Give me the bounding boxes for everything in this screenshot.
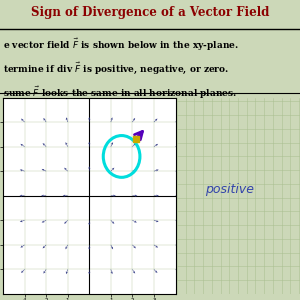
- Text: sume $\vec{F}$ looks the same in all horizonal planes.: sume $\vec{F}$ looks the same in all hor…: [3, 85, 237, 101]
- Text: termine if div $\vec{F}$ is positive, negative, or zero.: termine if div $\vec{F}$ is positive, ne…: [3, 61, 229, 76]
- Text: e vector field $\vec{F}$ is shown below in the xy-plane.: e vector field $\vec{F}$ is shown below …: [3, 37, 239, 52]
- Text: Sign of Divergence of a Vector Field: Sign of Divergence of a Vector Field: [31, 6, 269, 19]
- Text: positive: positive: [205, 183, 254, 196]
